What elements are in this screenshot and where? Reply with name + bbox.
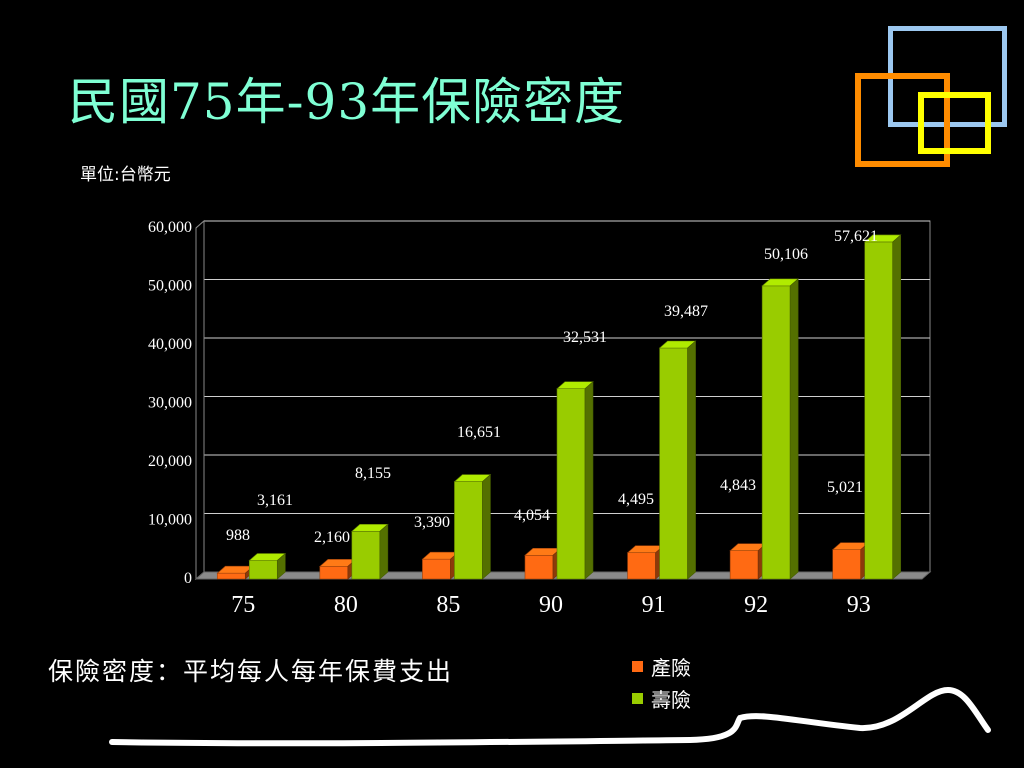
data-label-property: 5,021 (827, 479, 863, 496)
legend-label-life: 壽險 (651, 687, 691, 712)
data-label-property: 2,160 (314, 529, 350, 546)
y-tick-label: 30,000 (148, 395, 192, 412)
data-label-life: 32,531 (563, 329, 607, 346)
bar-life-side (379, 523, 389, 580)
chart-legend: 產險 壽險 (632, 650, 691, 714)
x-tick-label: 85 (436, 592, 460, 618)
data-label-property: 988 (226, 527, 250, 544)
legend-item-life: 壽險 (632, 682, 691, 714)
y-tick-label: 60,000 (148, 219, 192, 236)
data-label-property: 3,390 (414, 514, 450, 531)
data-label-life: 57,621 (834, 228, 878, 245)
bar-life-front (351, 530, 381, 580)
x-tick-label: 75 (231, 592, 255, 618)
y-tick-label: 10,000 (148, 512, 192, 529)
footnote: 保險密度：平均每人每年保費支出 (48, 657, 454, 686)
x-tick-label: 80 (334, 592, 358, 618)
bar-life-side (892, 234, 902, 580)
data-label-property: 4,843 (720, 477, 756, 494)
data-label-property: 4,495 (618, 491, 654, 508)
data-label-life: 16,651 (457, 424, 501, 441)
x-tick-label: 93 (847, 592, 871, 618)
bar-life-side (276, 552, 286, 580)
data-label-property: 4,054 (514, 507, 550, 524)
bar-life-side (687, 340, 696, 580)
y-tick-label: 0 (184, 570, 192, 587)
slide-title: 民國75年-93年保險密度 (68, 73, 626, 131)
bar-life-side (584, 381, 594, 580)
bar-life-front (454, 481, 483, 580)
legend-item-property: 產險 (632, 650, 691, 682)
data-label-life: 8,155 (355, 465, 391, 482)
data-label-life: 50,106 (764, 246, 808, 263)
bar-life-side (482, 473, 491, 580)
legend-swatch-life (632, 692, 643, 704)
y-tick-label: 20,000 (148, 453, 192, 470)
y-tick-label: 40,000 (148, 336, 192, 353)
y-tick-label: 50,000 (148, 278, 192, 295)
decorative-square-orange (855, 73, 950, 167)
decorative-square-yellow (918, 92, 991, 154)
legend-label-property: 產險 (651, 655, 691, 680)
unit-label: 單位:台幣元 (80, 165, 171, 185)
bar-life-side (789, 278, 799, 580)
data-label-life: 3,161 (257, 492, 293, 509)
legend-swatch-property (632, 660, 643, 672)
data-label-life: 39,487 (664, 303, 708, 320)
x-tick-label: 90 (539, 592, 563, 618)
x-tick-label: 92 (744, 592, 768, 618)
x-tick-label: 91 (642, 592, 666, 618)
